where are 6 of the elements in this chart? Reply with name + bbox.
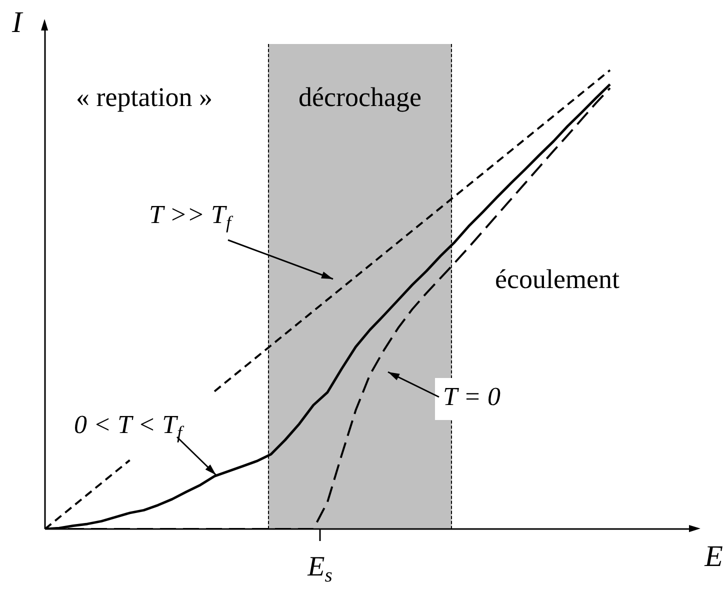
annotation: « reptation » bbox=[76, 82, 212, 112]
x-axis-title: E bbox=[704, 540, 724, 573]
y-axis-title: I bbox=[11, 6, 24, 39]
annotation: décrochage bbox=[298, 82, 422, 112]
annotation: écoulement bbox=[495, 264, 620, 294]
annotation: T = 0 bbox=[443, 382, 501, 411]
